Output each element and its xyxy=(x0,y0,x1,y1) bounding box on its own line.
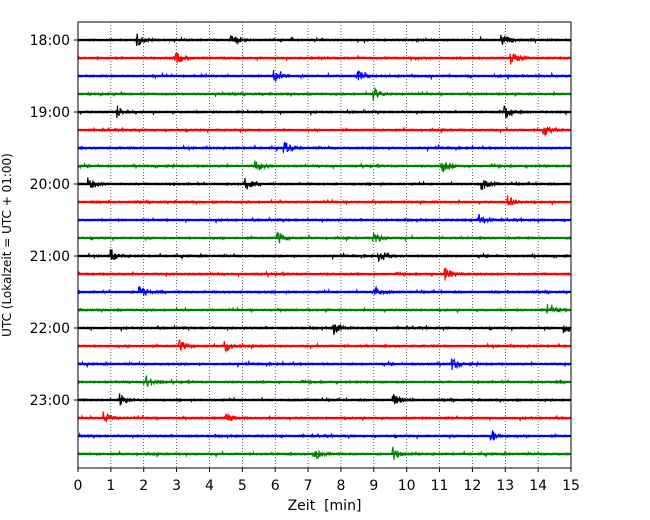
x-tick-label-1: 1 xyxy=(106,478,115,494)
trace-row-10 xyxy=(77,213,572,225)
x-tick-label-8: 8 xyxy=(336,478,345,494)
y-axis-label: UTC (Lokalzeit = UTC + 01:00) xyxy=(0,153,14,337)
x-tick-label-12: 12 xyxy=(463,478,481,494)
plot-frame xyxy=(77,21,572,469)
y-tick-label-1: 19:00 xyxy=(30,105,70,121)
x-tick-label-3: 3 xyxy=(172,478,181,494)
x-tick-label-15: 15 xyxy=(562,478,580,494)
y-tick-label-5: 23:00 xyxy=(30,393,70,409)
x-tick-label-2: 2 xyxy=(139,478,148,494)
trace-row-15 xyxy=(77,304,572,314)
x-tick-label-5: 5 xyxy=(238,478,247,494)
x-tick-label-14: 14 xyxy=(529,478,547,494)
y-tick-label-2: 20:00 xyxy=(30,177,70,193)
x-tick-label-6: 6 xyxy=(271,478,280,494)
x-tick-label-9: 9 xyxy=(369,478,378,494)
x-tick-label-4: 4 xyxy=(205,478,214,494)
y-tick-label-4: 22:00 xyxy=(30,321,70,337)
trace-row-16 xyxy=(77,323,572,336)
grid-lines xyxy=(110,22,539,468)
x-tick-label-7: 7 xyxy=(304,478,313,494)
x-tick-label-11: 11 xyxy=(431,478,449,494)
y-tick-label-0: 18:00 xyxy=(30,33,70,49)
x-axis-ticks: 0 1 2 3 4 5 6 7 8 9 10 11 12 13 14 15 xyxy=(74,468,580,494)
x-axis-label: Zeit [min] xyxy=(288,498,362,514)
trace-row-9 xyxy=(77,195,572,207)
y-axis-ticks: 18:00 19:00 20:00 21:00 22:00 23:00 xyxy=(30,33,78,409)
y-tick-label-3: 21:00 xyxy=(30,249,70,265)
x-tick-label-10: 10 xyxy=(398,478,416,494)
x-tick-label-13: 13 xyxy=(496,478,514,494)
x-tick-label-0: 0 xyxy=(74,478,83,494)
trace-row-5 xyxy=(77,125,572,136)
trace-lines xyxy=(77,33,572,460)
